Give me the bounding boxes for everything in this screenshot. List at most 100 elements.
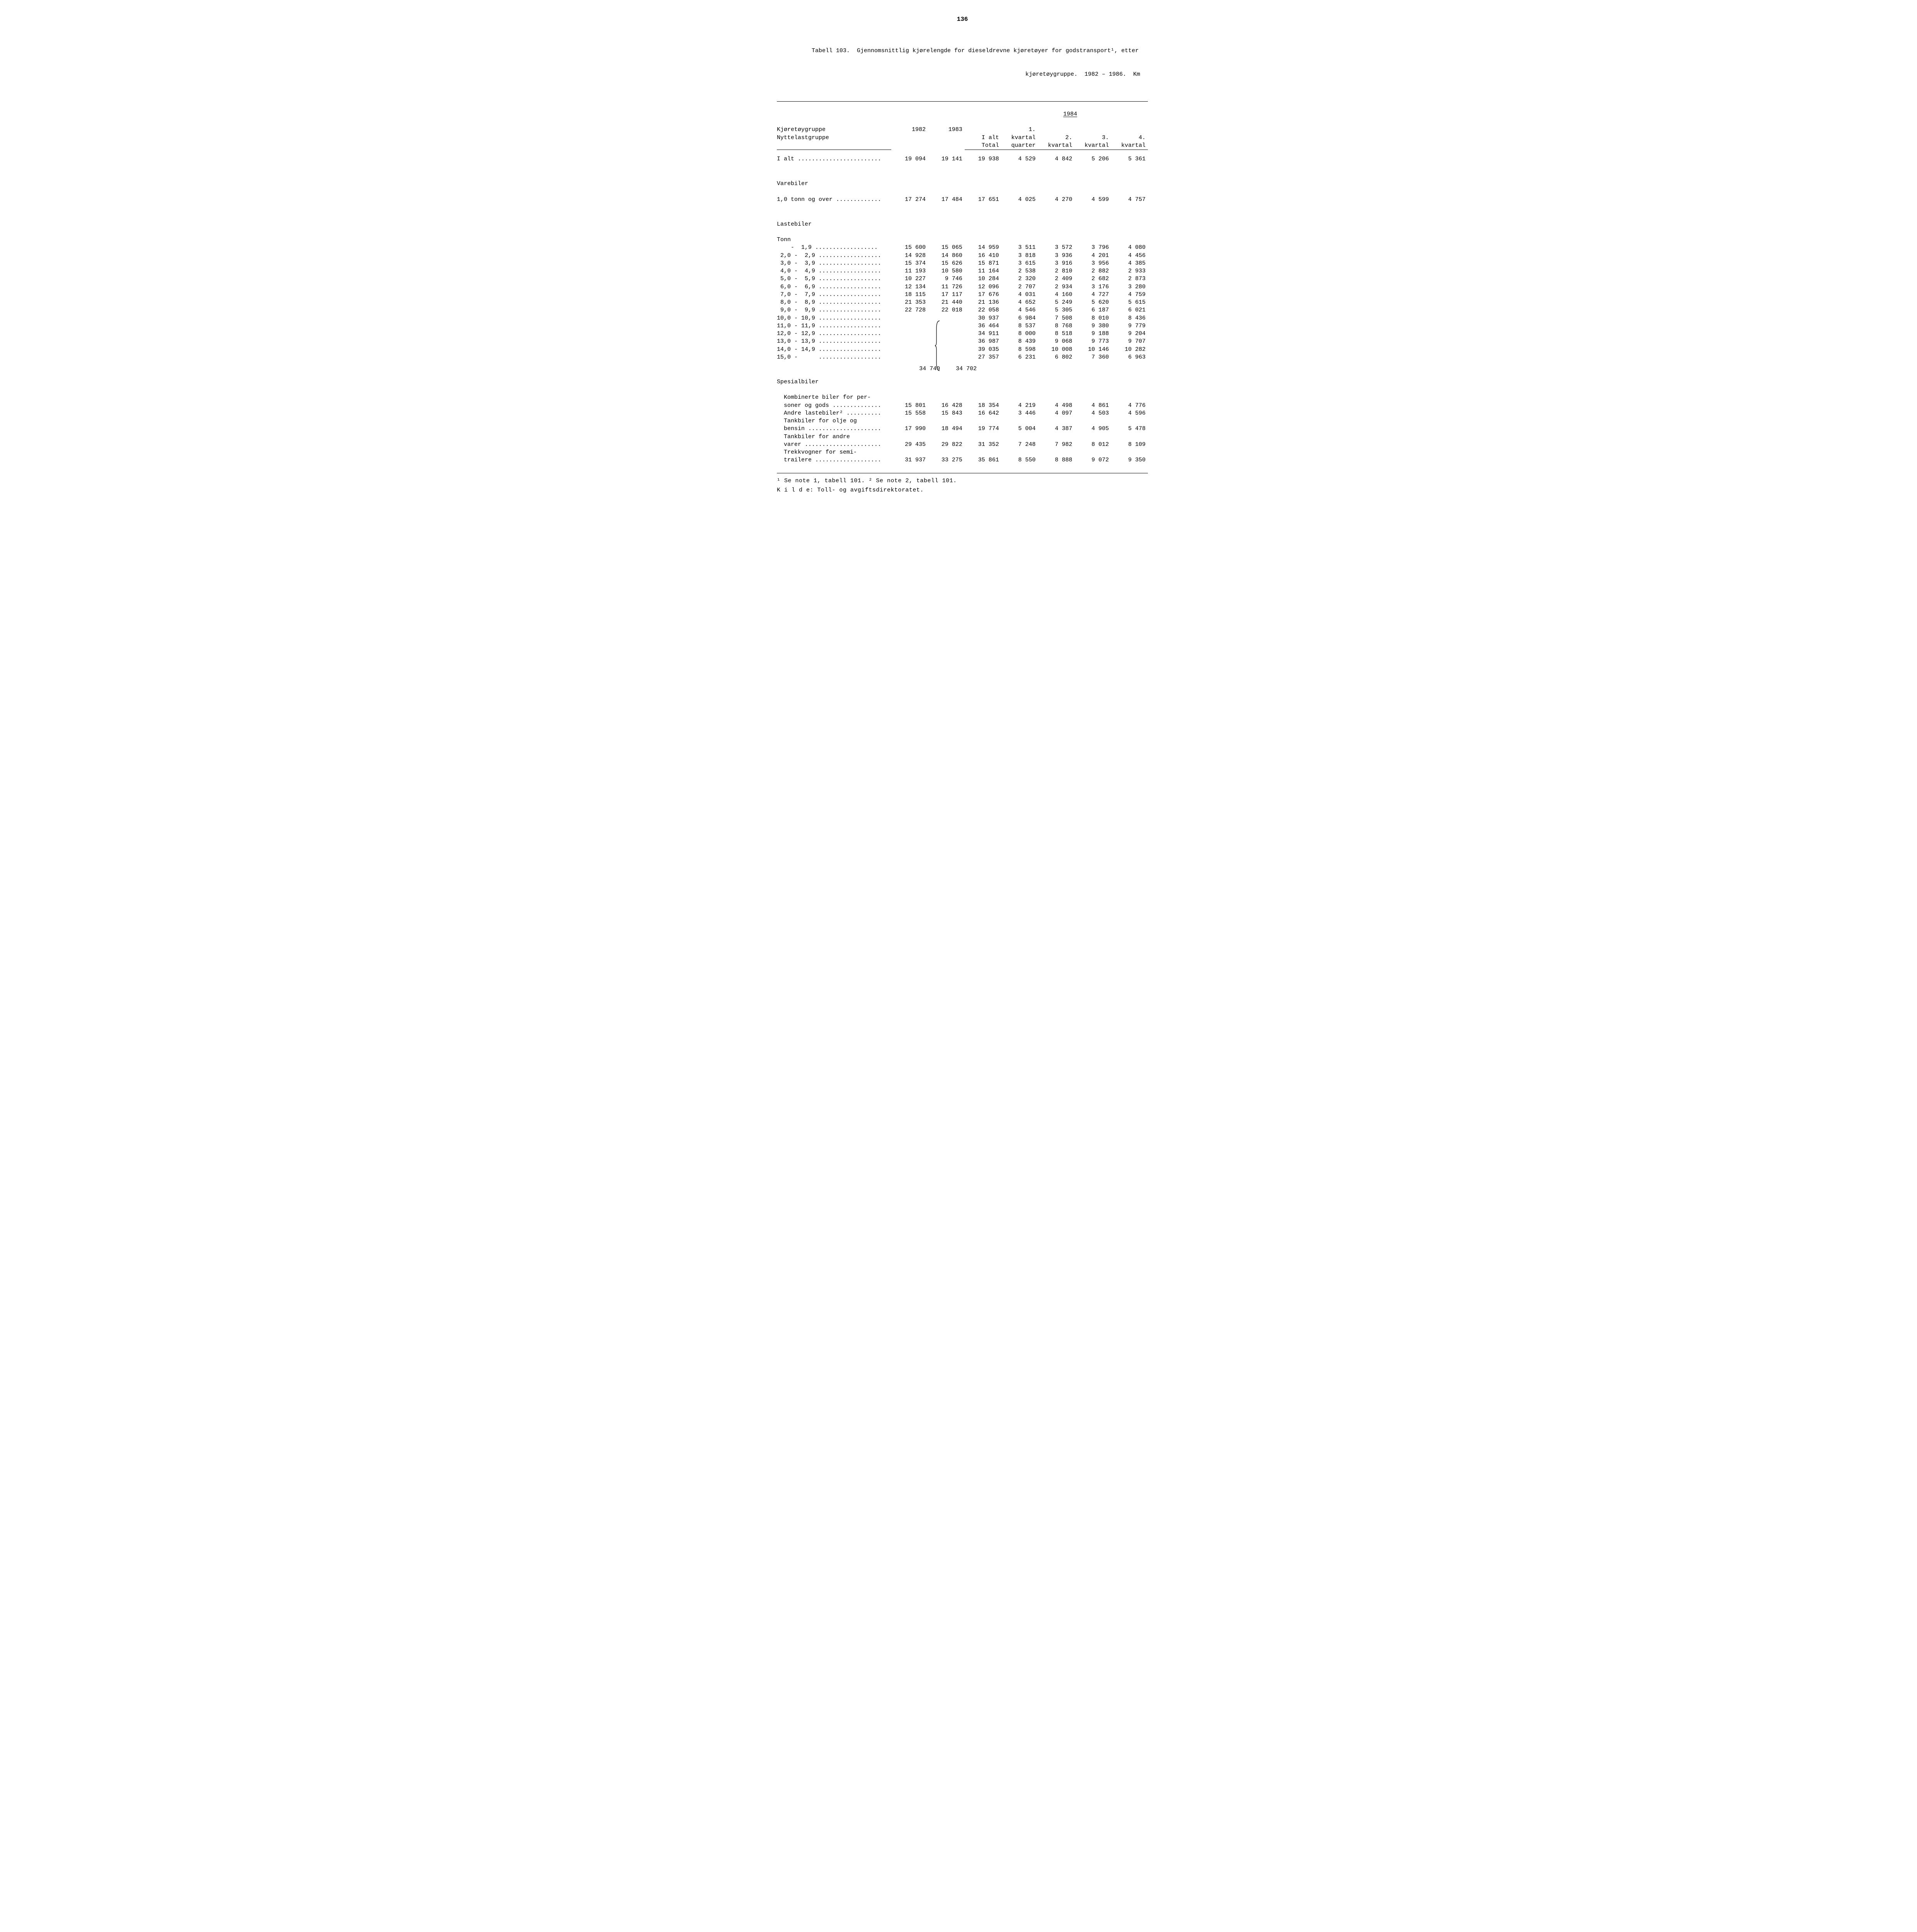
row-label: trailere ................... (777, 456, 891, 464)
cell: 29 435 (891, 441, 928, 449)
cell: 11 726 (928, 283, 965, 291)
row-label: soner og gods .............. (777, 402, 891, 410)
cell: 12 096 (965, 283, 1001, 291)
cell: 3 446 (1001, 410, 1038, 417)
table-row: varer ......................29 43529 822… (777, 441, 1148, 449)
cell: 3 511 (1001, 244, 1038, 252)
cell: 9 072 (1074, 456, 1111, 464)
cell: 30 937 (965, 315, 1001, 322)
cell: 9 773 (1074, 338, 1111, 345)
row-label: 3,0 - 3,9 .................. (777, 260, 891, 267)
brace-1983: 34 702 (928, 315, 965, 362)
col-q2-1: 2. (1038, 134, 1075, 142)
cell: 17 676 (965, 291, 1001, 299)
cell: 7 982 (1038, 441, 1075, 449)
cell: 4 546 (1001, 306, 1038, 314)
row-label: I alt ........................ (777, 155, 891, 163)
cell: 16 642 (965, 410, 1001, 417)
cell: 22 728 (891, 306, 928, 314)
cell: 9 188 (1074, 330, 1111, 338)
row-label: 12,0 - 12,9 .................. (777, 330, 891, 338)
table-row: Tankbiler for olje og (777, 417, 1148, 425)
cell: 10 580 (928, 267, 965, 275)
row-label: Kombinerte biler for per- (777, 394, 891, 401)
row-label: Tankbiler for andre (777, 433, 891, 441)
cell: 6 021 (1111, 306, 1148, 314)
cell: 2 810 (1038, 267, 1075, 275)
cell: 19 938 (965, 155, 1001, 163)
cell: 4 757 (1111, 196, 1148, 204)
table-row: 1,0 tonn og over ............. 17 274 17… (777, 196, 1148, 204)
cell: 16 410 (965, 252, 1001, 260)
cell: 2 933 (1111, 267, 1148, 275)
cell: 34 702 (956, 366, 977, 372)
title-line-1: Tabell 103. Gjennomsnittlig kjørelengde … (777, 47, 1148, 55)
cell: 4 529 (1001, 155, 1038, 163)
cell: 17 651 (965, 196, 1001, 204)
cell: 5 361 (1111, 155, 1148, 163)
cell: 4 387 (1038, 425, 1075, 433)
cell: 2 320 (1001, 275, 1038, 283)
col-q1-3: quarter (1001, 142, 1038, 150)
cell: 9 350 (1111, 456, 1148, 464)
cell: 15 600 (891, 244, 928, 252)
col-1983: 1983 (928, 126, 965, 134)
cell: 7 360 (1074, 354, 1111, 361)
section-varebiler: Varebiler (777, 173, 1148, 190)
cell: 4 596 (1111, 410, 1148, 417)
cell: 4 652 (1001, 299, 1038, 306)
cell: 36 464 (965, 322, 1001, 330)
table-row: - 1,9 ..................15 60015 06514 9… (777, 244, 1148, 252)
cell: 3 176 (1074, 283, 1111, 291)
row-label: 9,0 - 9,9 .................. (777, 306, 891, 314)
col-q4-2: kvartal (1111, 142, 1148, 150)
col-q4-1: 4. (1111, 134, 1148, 142)
col-q3-1: 3. (1074, 134, 1111, 142)
cell: 21 440 (928, 299, 965, 306)
cell: 10 282 (1111, 346, 1148, 354)
cell: 8 109 (1111, 441, 1148, 449)
cell: 15 801 (891, 402, 928, 410)
table-row: 7,0 - 7,9 ..................18 11517 117… (777, 291, 1148, 299)
cell: 3 572 (1038, 244, 1075, 252)
cell: 15 065 (928, 244, 965, 252)
section-spesialbiler: Spesialbiler (777, 371, 1148, 388)
cell: 10 008 (1038, 346, 1075, 354)
row-label: 13,0 - 13,9 .................. (777, 338, 891, 345)
col-q2-2: kvartal (1038, 142, 1075, 150)
col-total-1: I alt (965, 134, 1001, 142)
cell: 8 888 (1038, 456, 1075, 464)
col-1984: 1984 (965, 103, 1148, 126)
table-title: Tabell 103. Gjennomsnittlig kjørelengde … (777, 32, 1148, 94)
cell: 17 117 (928, 291, 965, 299)
cell: 10 146 (1074, 346, 1111, 354)
header-group-2: Nyttelastgruppe (777, 134, 891, 142)
cell: 4 905 (1074, 425, 1111, 433)
cell: 18 354 (965, 402, 1001, 410)
cell: 8 436 (1111, 315, 1148, 322)
cell: 15 558 (891, 410, 928, 417)
table-row: 6,0 - 6,9 ..................12 13411 726… (777, 283, 1148, 291)
table-row: 5,0 - 5,9 ..................10 227 9 746… (777, 275, 1148, 283)
row-label: 1,0 tonn og over ............. (777, 196, 891, 204)
cell: 21 136 (965, 299, 1001, 306)
cell: 5 620 (1074, 299, 1111, 306)
cell: 15 626 (928, 260, 965, 267)
cell: 4 842 (1038, 155, 1075, 163)
cell: 8 439 (1001, 338, 1038, 345)
cell: 15 871 (965, 260, 1001, 267)
curly-brace-icon (900, 312, 906, 364)
cell: 10 284 (965, 275, 1001, 283)
table-row: I alt ........................ 19 094 19… (777, 155, 1148, 163)
cell: 9 779 (1111, 322, 1148, 330)
cell: 11 193 (891, 267, 928, 275)
footnote-1: ¹ Se note 1, tabell 101. ² Se note 2, ta… (777, 477, 1148, 485)
cell: 3 936 (1038, 252, 1075, 260)
cell: 22 058 (965, 306, 1001, 314)
table-row: bensin .....................17 99018 494… (777, 425, 1148, 433)
cell: 5 249 (1038, 299, 1075, 306)
cell: 14 860 (928, 252, 965, 260)
cell: 5 615 (1111, 299, 1148, 306)
cell: 19 141 (928, 155, 965, 163)
cell: 4 727 (1074, 291, 1111, 299)
